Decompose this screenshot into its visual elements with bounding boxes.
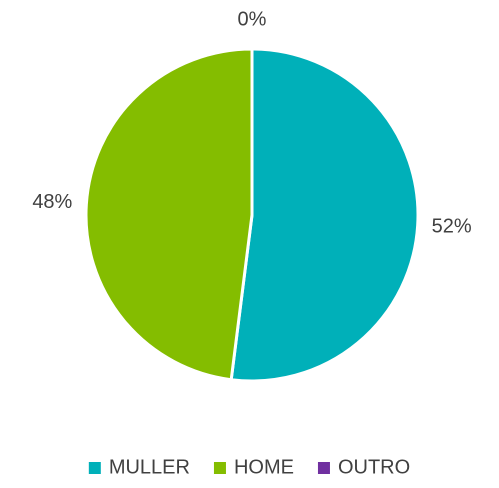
legend-swatch bbox=[88, 462, 101, 474]
legend-label: MULLER bbox=[109, 456, 190, 478]
legend-swatch bbox=[213, 462, 226, 474]
data-label: 0% bbox=[238, 8, 267, 30]
legend-label: OUTRO bbox=[338, 456, 410, 478]
legend-label: HOME bbox=[234, 456, 294, 478]
data-label: 52% bbox=[432, 216, 472, 238]
legend-swatch bbox=[317, 462, 330, 474]
pie-slice bbox=[229, 47, 420, 383]
pie-slice bbox=[84, 47, 254, 382]
data-label: 48% bbox=[32, 191, 72, 213]
